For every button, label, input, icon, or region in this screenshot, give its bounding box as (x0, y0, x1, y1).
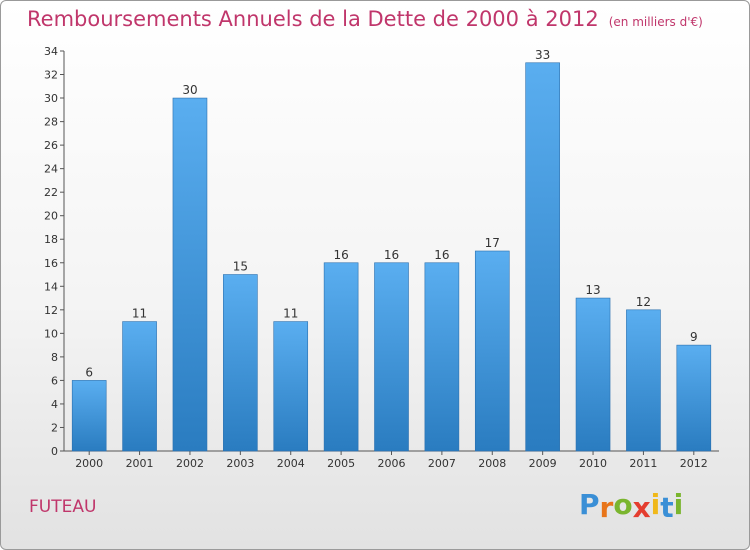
logo-letter: o (613, 488, 633, 521)
bar-value-label: 16 (434, 248, 449, 262)
x-tick-label: 2006 (378, 457, 406, 470)
x-tick-label: 2002 (176, 457, 204, 470)
logo-letter: t (660, 491, 674, 524)
bar (575, 297, 611, 452)
y-tick-label: 16 (44, 257, 58, 270)
x-tick-label: 2007 (428, 457, 456, 470)
y-tick-label: 30 (44, 92, 58, 105)
y-tick-label: 32 (44, 69, 58, 82)
bar-value-label: 9 (690, 330, 698, 344)
commune-name: FUTEAU (29, 497, 97, 517)
x-tick-label: 2001 (126, 457, 154, 470)
y-tick-label: 12 (44, 304, 58, 317)
x-tick-label: 2008 (478, 457, 506, 470)
logo-letter: P (579, 488, 600, 521)
y-tick-label: 20 (44, 210, 58, 223)
bar-value-label: 30 (182, 83, 197, 97)
bar (223, 274, 258, 452)
bar (122, 321, 157, 452)
y-tick-label: 18 (44, 233, 58, 246)
x-tick-label: 2009 (529, 457, 557, 470)
bar (172, 97, 208, 452)
y-tick-label: 24 (44, 163, 58, 176)
x-tick-label: 2011 (629, 457, 657, 470)
y-tick-label: 6 (51, 374, 58, 387)
x-tick-label: 2005 (327, 457, 355, 470)
bar (424, 262, 460, 452)
bar-value-label: 15 (233, 260, 248, 274)
y-tick-label: 22 (44, 186, 58, 199)
chart-title: Remboursements Annuels de la Dette de 20… (27, 7, 703, 31)
bar-value-label: 13 (585, 283, 600, 297)
logo-letter: r (599, 491, 614, 524)
bar (626, 309, 661, 452)
chart-bars: 6 11 30 15 11 16 16 16 17 33 13 12 9 (71, 48, 712, 452)
bar-value-label: 16 (384, 248, 399, 262)
bar-value-label: 12 (636, 295, 651, 309)
bar-value-label: 11 (283, 307, 298, 321)
logo-letter: i (673, 488, 684, 521)
bar-value-label: 6 (85, 365, 93, 379)
proxiti-logo: Proxiti (579, 488, 684, 524)
x-tick-label: 2012 (680, 457, 708, 470)
y-tick-label: 0 (51, 445, 58, 458)
y-tick-label: 2 (51, 421, 58, 434)
x-tick-label: 2003 (226, 457, 254, 470)
y-tick-label: 8 (51, 351, 58, 364)
bar (525, 62, 560, 452)
chart-title-text: Remboursements Annuels de la Dette de 20… (27, 7, 599, 31)
bar-value-label: 16 (333, 248, 348, 262)
bar-value-label: 11 (132, 307, 147, 321)
bar (474, 250, 510, 452)
x-tick-label: 2004 (277, 457, 305, 470)
bar (323, 262, 359, 452)
bar (676, 344, 712, 452)
bar-value-label: 33 (535, 48, 550, 62)
y-tick-label: 4 (51, 398, 58, 411)
y-tick-label: 10 (44, 327, 58, 340)
bar (374, 262, 409, 452)
logo-letter: i (650, 488, 661, 521)
logo-letter: x (632, 491, 651, 524)
y-tick-label: 28 (44, 116, 58, 129)
bar (273, 321, 309, 452)
bar (71, 380, 107, 452)
bar-value-label: 17 (485, 236, 500, 250)
y-tick-label: 26 (44, 139, 58, 152)
y-tick-label: 14 (44, 280, 58, 293)
y-tick-label: 34 (44, 45, 58, 58)
x-tick-label: 2010 (579, 457, 607, 470)
x-tick-label: 2000 (75, 457, 103, 470)
chart-title-unit: (en milliers d'€) (608, 15, 703, 29)
